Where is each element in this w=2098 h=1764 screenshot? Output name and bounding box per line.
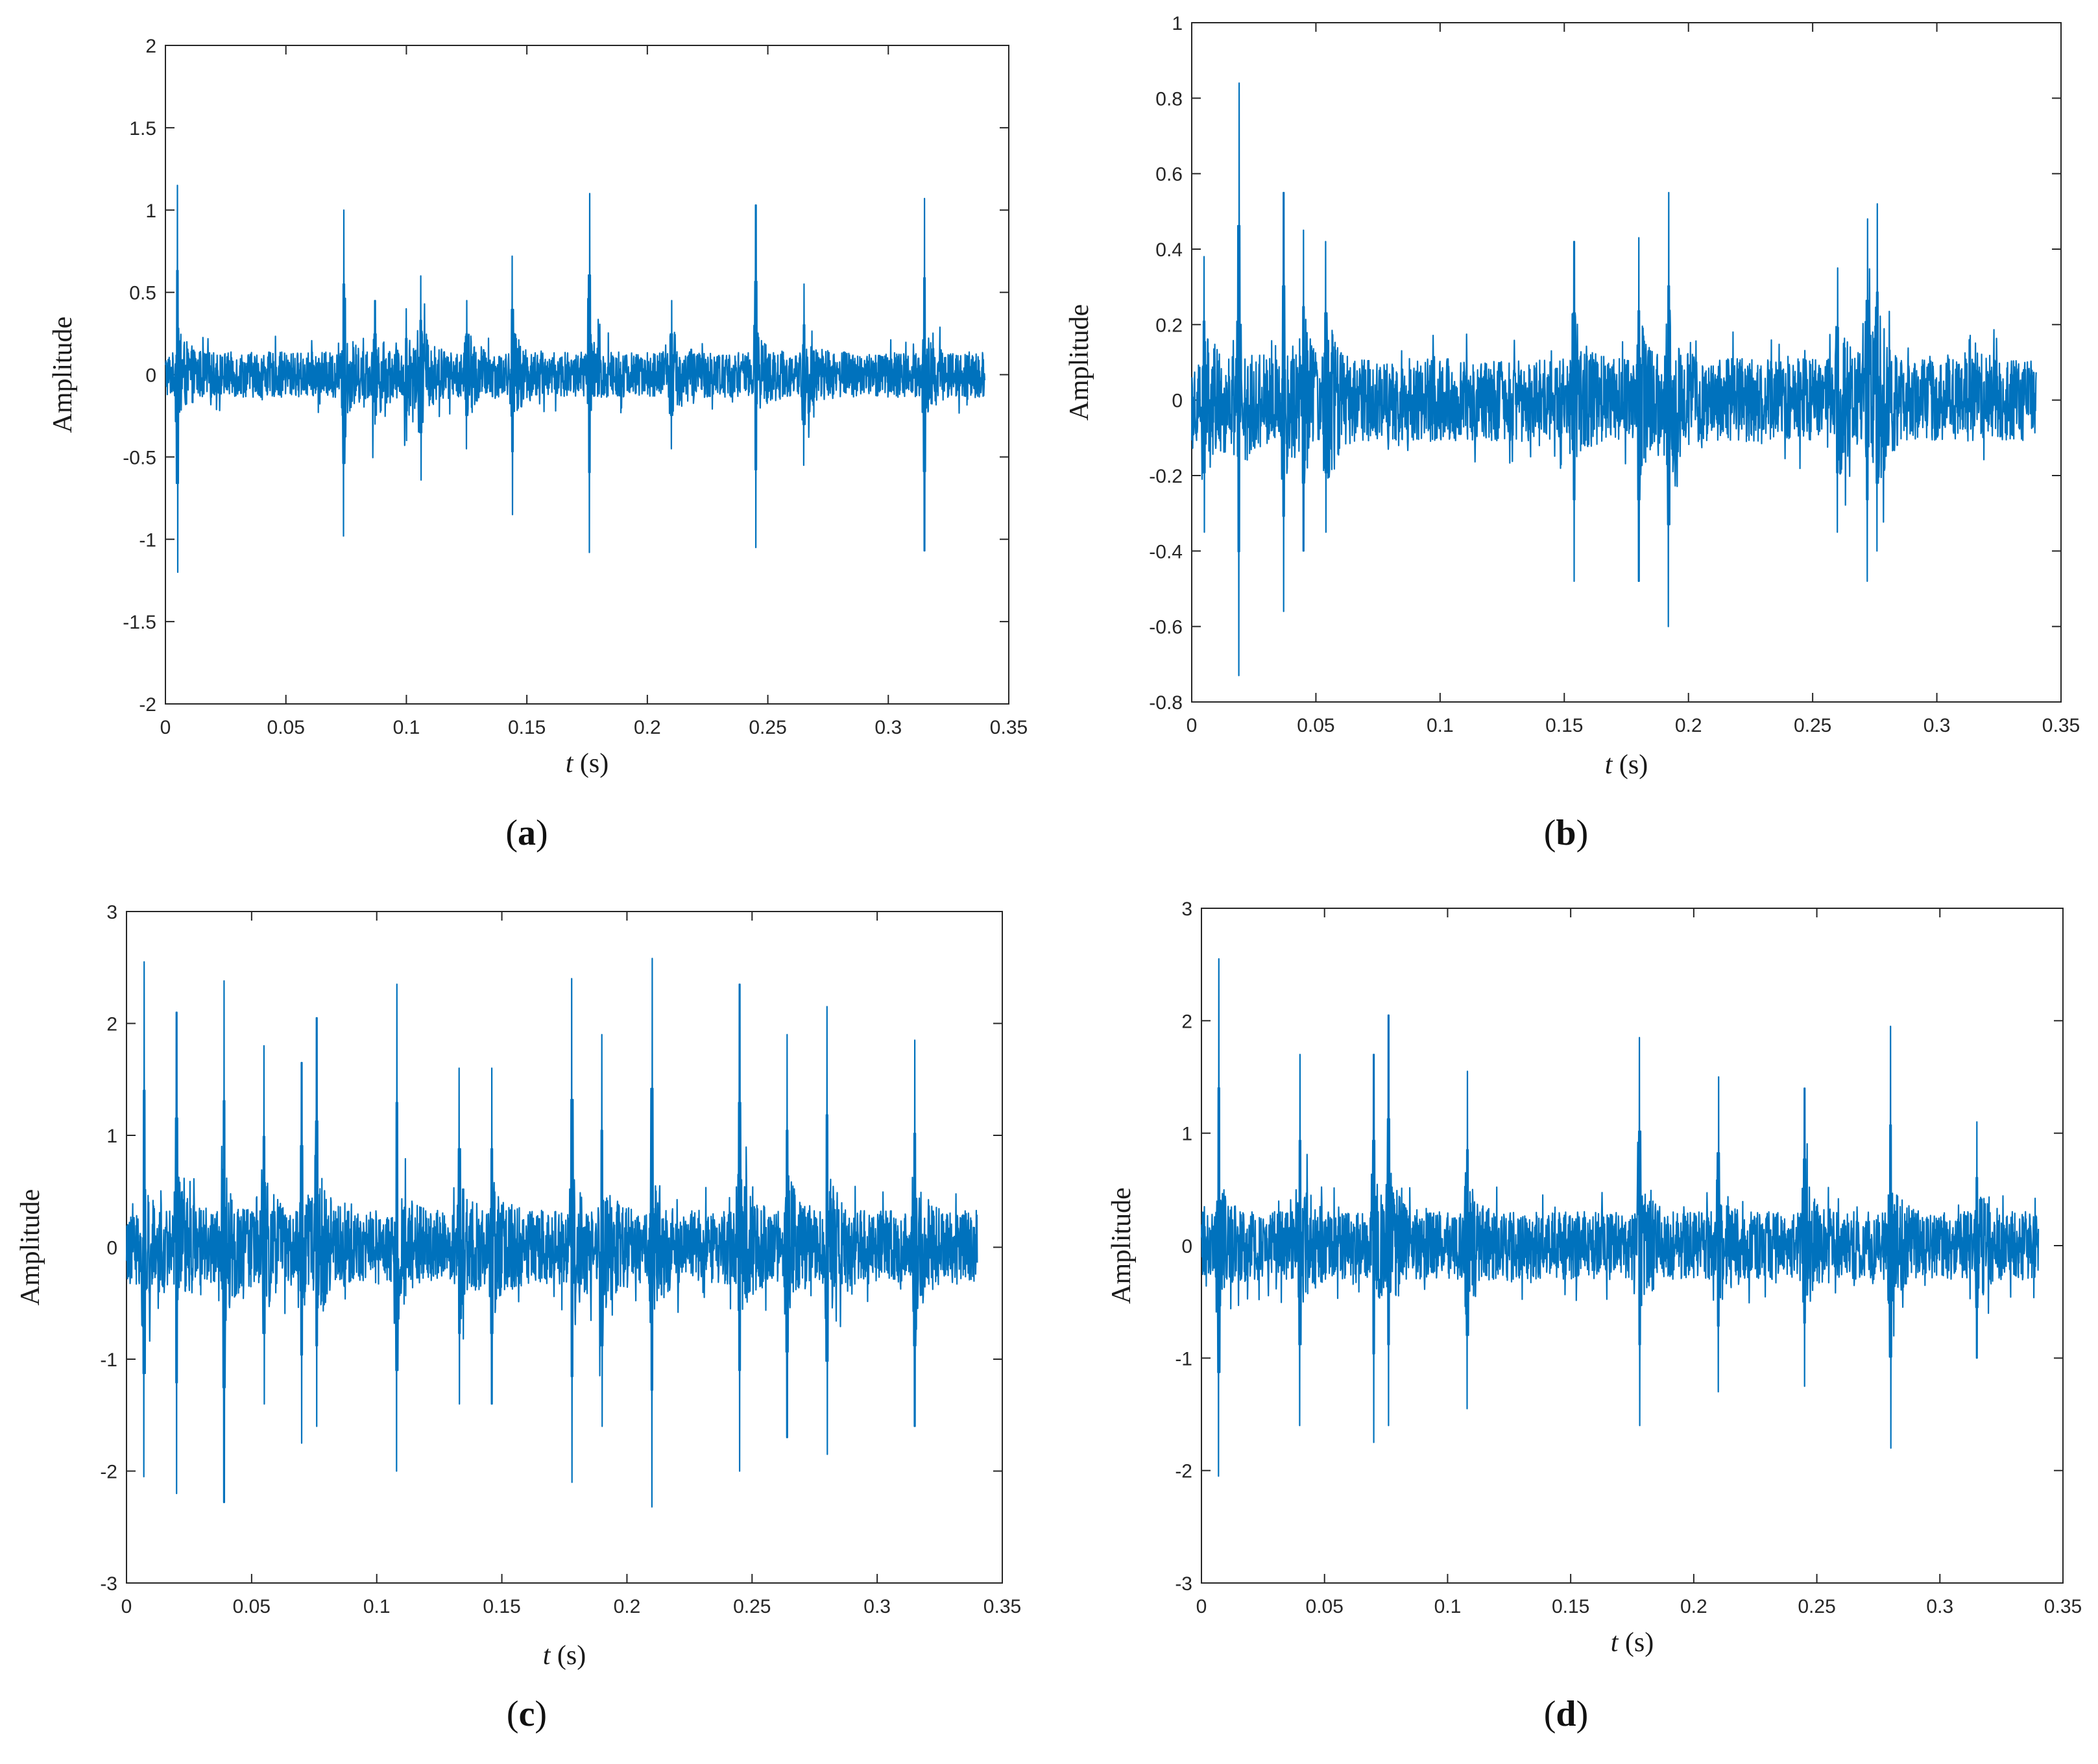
x-tick-label: 0.2 xyxy=(614,1596,641,1617)
x-tick-label: 0.1 xyxy=(363,1596,391,1617)
x-tick-label: 0.3 xyxy=(1926,1596,1953,1617)
y-tick-label: 0.5 xyxy=(129,283,156,304)
y-tick-label: -0.8 xyxy=(1149,692,1183,714)
caption-a: (a) xyxy=(505,813,548,853)
x-tick-label: 0.35 xyxy=(990,717,1028,738)
x-tick-label: 0.15 xyxy=(1552,1596,1589,1617)
y-tick-label: -1 xyxy=(1175,1348,1192,1370)
x-tick-label: 0 xyxy=(160,717,171,738)
y-tick-label: 1 xyxy=(1181,1124,1192,1145)
signal-series-a xyxy=(164,184,985,574)
y-tick-label: 2 xyxy=(145,36,156,57)
x-tick-label: 0.35 xyxy=(2042,715,2080,736)
x-tick-label: 0.1 xyxy=(1427,715,1454,736)
x-tick-label: 0.15 xyxy=(508,717,546,738)
y-tick-label: -1 xyxy=(100,1349,117,1371)
caption-b: (b) xyxy=(1543,813,1589,853)
x-tick-label: 0.1 xyxy=(393,717,420,738)
x-tick-label: 0.15 xyxy=(483,1596,520,1617)
chart-panel-b: 1 0.8 0.6 0.4 0.2 0 -0.2 -0.4 -0.6 -0.8 0 0.05 0.1 0.… xyxy=(1049,0,2098,804)
y-tick-label: -3 xyxy=(1175,1573,1192,1595)
y-tick-label: 0 xyxy=(1181,1236,1192,1257)
y-tick-label: 2 xyxy=(1181,1011,1192,1032)
caption-d: (d) xyxy=(1543,1694,1589,1734)
x-tick-label: 0.3 xyxy=(863,1596,891,1617)
y-tick-label: -2 xyxy=(1175,1461,1192,1482)
x-axis-label: t (s) xyxy=(566,749,609,779)
y-tick-label: 0 xyxy=(1172,391,1183,412)
plot-area-b xyxy=(1191,22,2062,703)
y-tick-label: 0.2 xyxy=(1155,315,1183,336)
y-tick-label: -0.4 xyxy=(1149,541,1183,562)
x-tick-label: 0 xyxy=(121,1596,132,1617)
x-tick-label: 0.2 xyxy=(1680,1596,1707,1617)
x-tick-label: 0.3 xyxy=(874,717,902,738)
x-tick-label: 0.25 xyxy=(1798,1596,1835,1617)
y-axis-label: Amplitude xyxy=(1107,1187,1137,1304)
y-tick-label: 2 xyxy=(106,1014,117,1035)
y-tick-label: -0.6 xyxy=(1149,617,1183,638)
y-axis-label: Amplitude xyxy=(16,1189,45,1306)
x-tick-label: 0.15 xyxy=(1545,715,1583,736)
x-tick-label: 0.25 xyxy=(733,1596,771,1617)
y-tick-label: 0.6 xyxy=(1155,164,1183,186)
y-tick-label: 1.5 xyxy=(129,118,156,139)
x-tick-label: 0.25 xyxy=(1794,715,1831,736)
chart-panel-a: 2 1.5 1 0.5 0 -0.5 -1 -1.5 -2 0 0.05 0.1 0.15 0.2 0.25… xyxy=(0,0,1049,804)
y-tick-label: -1 xyxy=(139,529,156,551)
y-tick-label: 3 xyxy=(106,902,117,923)
y-tick-label: 0 xyxy=(106,1238,117,1259)
x-tick-label: 0.05 xyxy=(267,717,305,738)
x-tick-label: 0.1 xyxy=(1434,1596,1462,1617)
y-tick-label: 1 xyxy=(1172,13,1183,34)
signal-series-c xyxy=(125,958,978,1508)
y-axis-label: Amplitude xyxy=(1065,304,1094,421)
x-tick-label: 0 xyxy=(1187,715,1198,736)
x-axis-label: t (s) xyxy=(543,1641,586,1671)
x-axis-label: t (s) xyxy=(1611,1628,1654,1658)
y-tick-label: 1 xyxy=(145,200,156,222)
y-tick-label: -1.5 xyxy=(123,612,156,633)
y-axis-label: Amplitude xyxy=(48,317,78,433)
chart-b-svg: 10.80.60.40.20-0.2-0.4-0.6-0.80 0.05 0.1 0.… xyxy=(1065,13,2080,780)
caption-c: (c) xyxy=(506,1694,548,1734)
y-tick-label: -0.2 xyxy=(1149,466,1183,487)
x-tick-label: 0.2 xyxy=(1675,715,1702,736)
x-tick-label: 0.35 xyxy=(2044,1596,2082,1617)
x-tick-label: 0.2 xyxy=(634,717,661,738)
x-tick-label: 0.05 xyxy=(1297,715,1334,736)
x-tick-label: 0.35 xyxy=(983,1596,1021,1617)
y-tick-label: -2 xyxy=(139,694,156,716)
y-tick-label: -3 xyxy=(100,1573,117,1595)
chart-panel-c: 3 2 1 0 -1 -2 -3 0 0.05 0.1 0.15 0.2 0.25 0.3 0.35 t (s… xyxy=(0,882,1049,1700)
x-tick-label: 0.3 xyxy=(1923,715,1951,736)
signal-series-d xyxy=(1200,958,2040,1477)
y-tick-label: 0 xyxy=(145,365,156,387)
y-tick-label: 1 xyxy=(106,1126,117,1147)
y-tick-label: 3 xyxy=(1181,899,1192,920)
y-tick-label: -2 xyxy=(100,1462,117,1483)
x-axis-label: t (s) xyxy=(1605,750,1648,780)
y-tick-label: -0.5 xyxy=(123,447,156,468)
x-tick-label: 0 xyxy=(1196,1596,1207,1617)
y-tick-label: 0.4 xyxy=(1155,239,1183,261)
chart-panel-d: 3 2 1 0 -1 -2 -3 0 0.05 0.1 0.15 0.2 0.25 0.3 0.35 t (s… xyxy=(1049,882,2098,1700)
chart-a-svg: 21.510.50-0.5-1-1.5-20 0.05 0.1 0.15 0.2 0.25… xyxy=(48,36,1028,779)
x-tick-label: 0.05 xyxy=(233,1596,271,1617)
x-tick-label: 0.05 xyxy=(1306,1596,1344,1617)
y-tick-label: 0.8 xyxy=(1155,88,1183,110)
x-tick-label: 0.25 xyxy=(749,717,786,738)
signal-series-b xyxy=(1190,82,2037,677)
